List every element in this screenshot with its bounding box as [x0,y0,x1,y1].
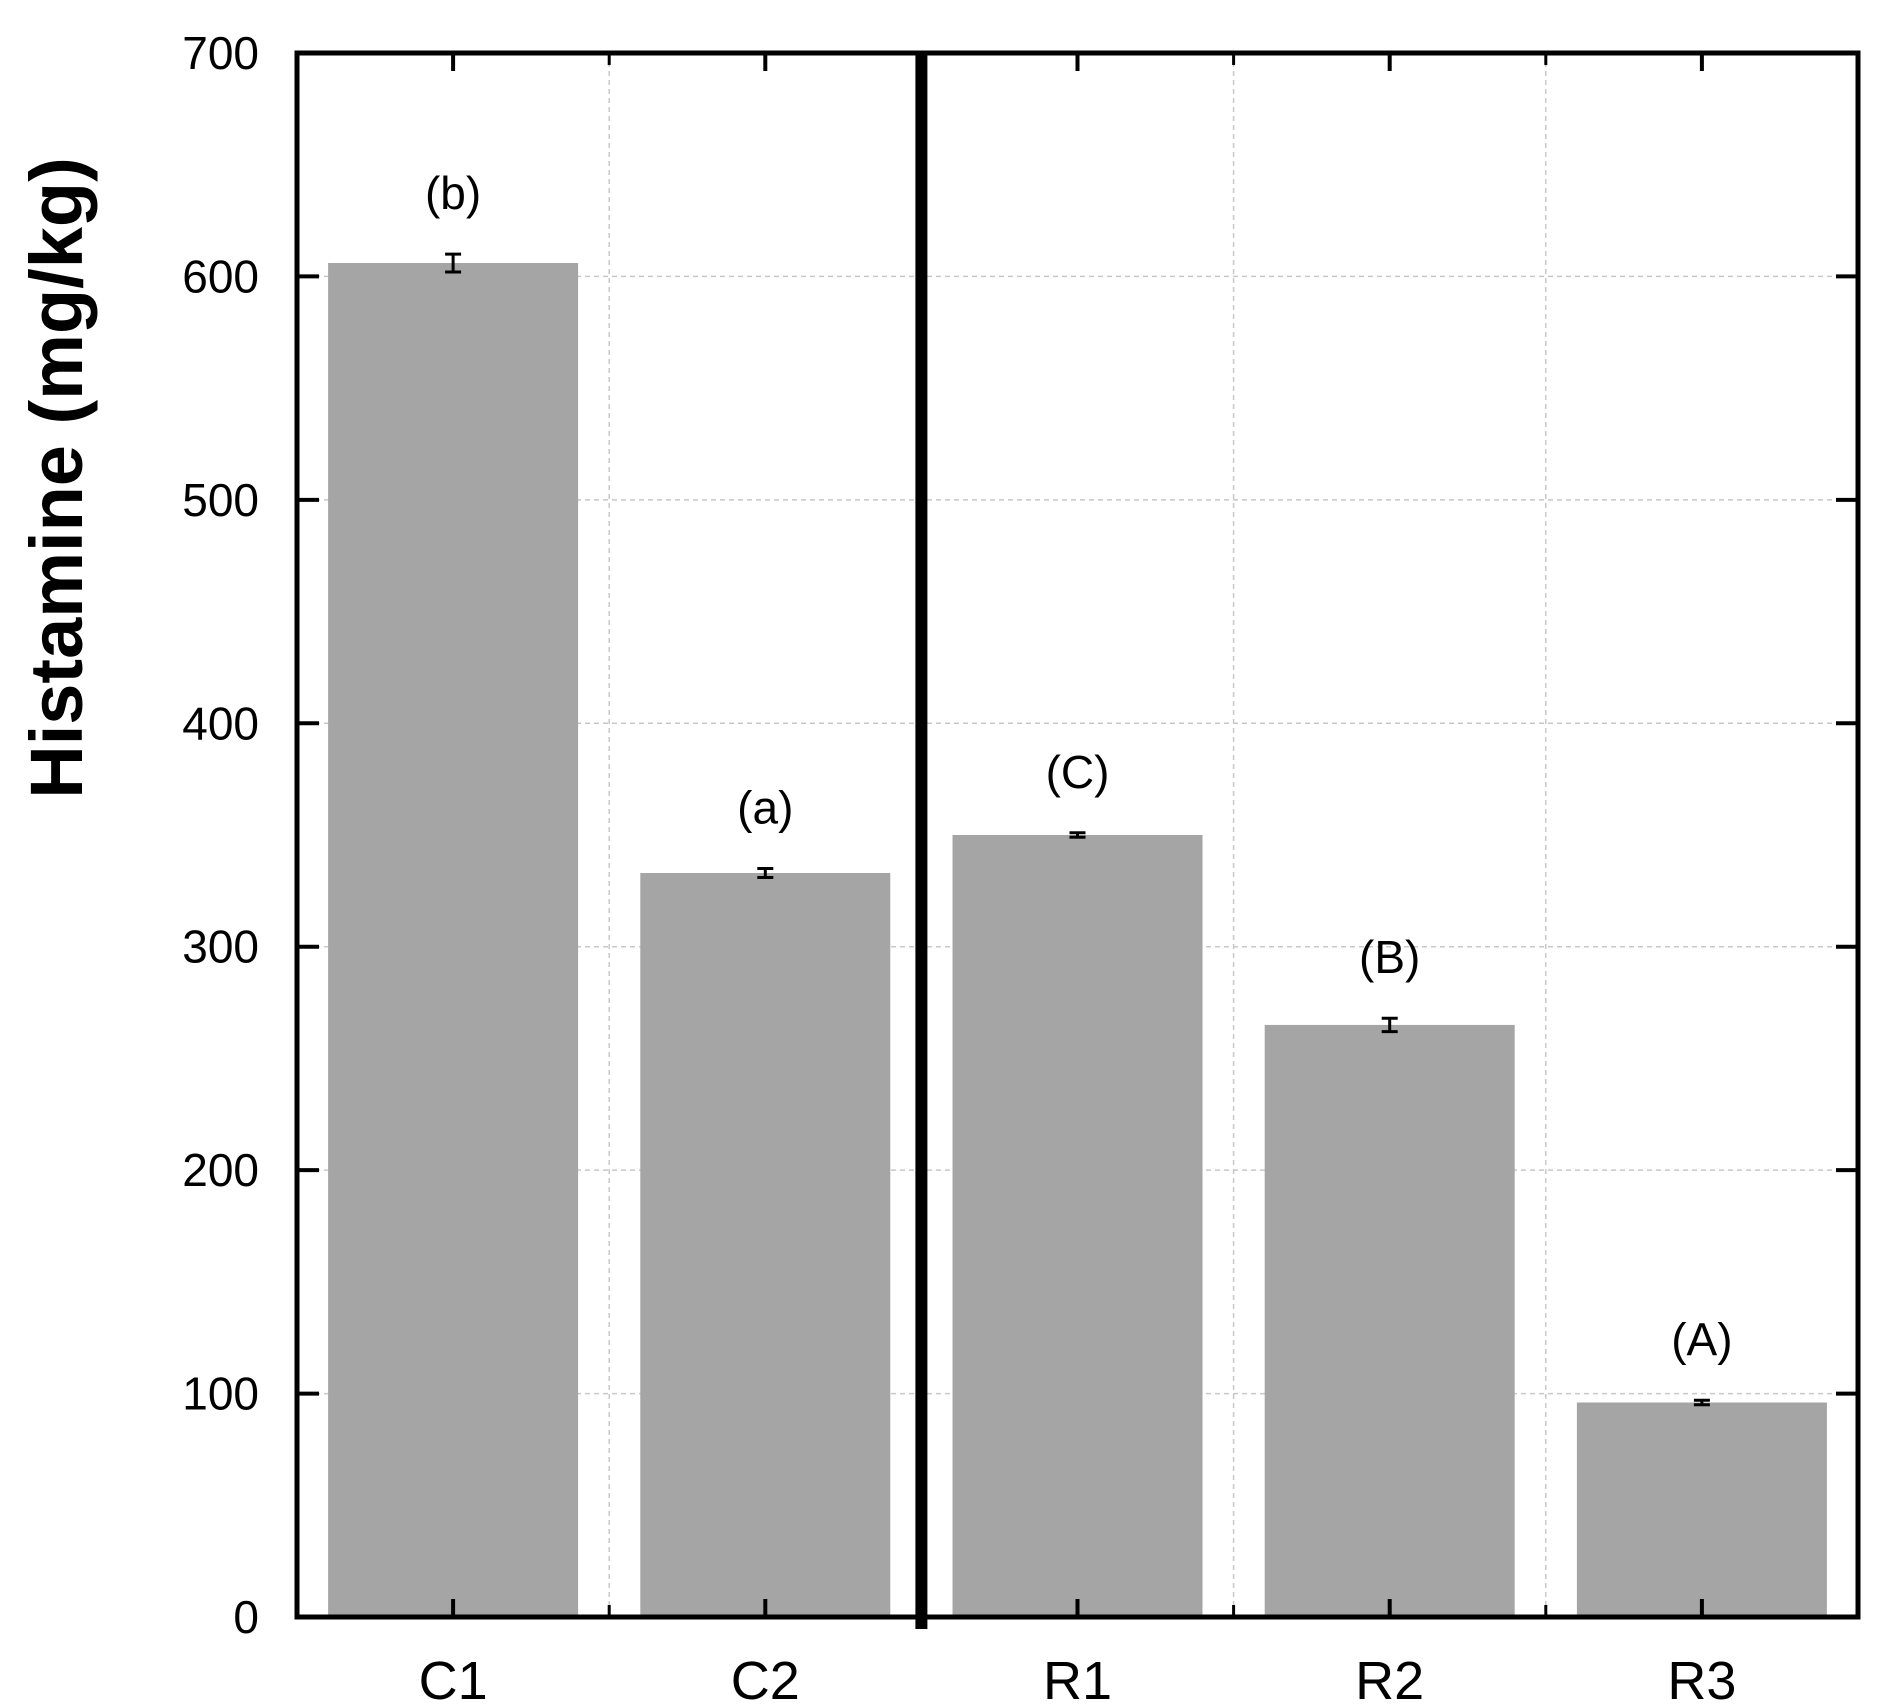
significance-label-c2: (a) [737,782,793,834]
bar-r3 [1576,1402,1827,1617]
significance-label-c1: (b) [425,167,481,219]
x-tick-label-c1: C1 [419,1651,488,1705]
significance-label-r3: (A) [1671,1313,1732,1365]
significance-labels: (b) (a) (C) (B) (A) [425,167,1733,1365]
y-tick-labels: 0 100 200 300 400 500 600 700 [182,27,259,1643]
x-tick-label-c2: C2 [731,1651,800,1705]
y-axis-title: Histamine (mg/kg) [15,157,98,798]
bar-r2 [1264,1024,1515,1617]
grid-lines [297,53,1858,1617]
x-tick-label-r2: R2 [1355,1651,1424,1705]
y-tick-label: 500 [182,474,259,526]
significance-label-r2: (B) [1359,931,1420,983]
bars [328,263,1827,1618]
plot-frame [294,50,1861,1629]
x-tick-label-r1: R1 [1043,1651,1112,1705]
y-tick-label: 100 [182,1368,259,1420]
y-tick-label: 700 [182,27,259,79]
x-tick-labels: C1 C2 R1 R2 R3 [419,1651,1737,1705]
y-tick-label: 0 [233,1591,259,1643]
bar-c2 [640,872,891,1617]
significance-label-r1: (C) [1046,746,1110,798]
y-tick-label: 300 [182,921,259,973]
bar-r1 [952,835,1203,1617]
bar-c1 [328,263,579,1618]
x-tick-label-r3: R3 [1667,1651,1736,1705]
error-bars [445,252,1710,1407]
y-tick-label: 600 [182,250,259,302]
plot-border [294,50,1861,1620]
y-tick-label: 400 [182,697,259,749]
y-tick-label: 200 [182,1144,259,1196]
